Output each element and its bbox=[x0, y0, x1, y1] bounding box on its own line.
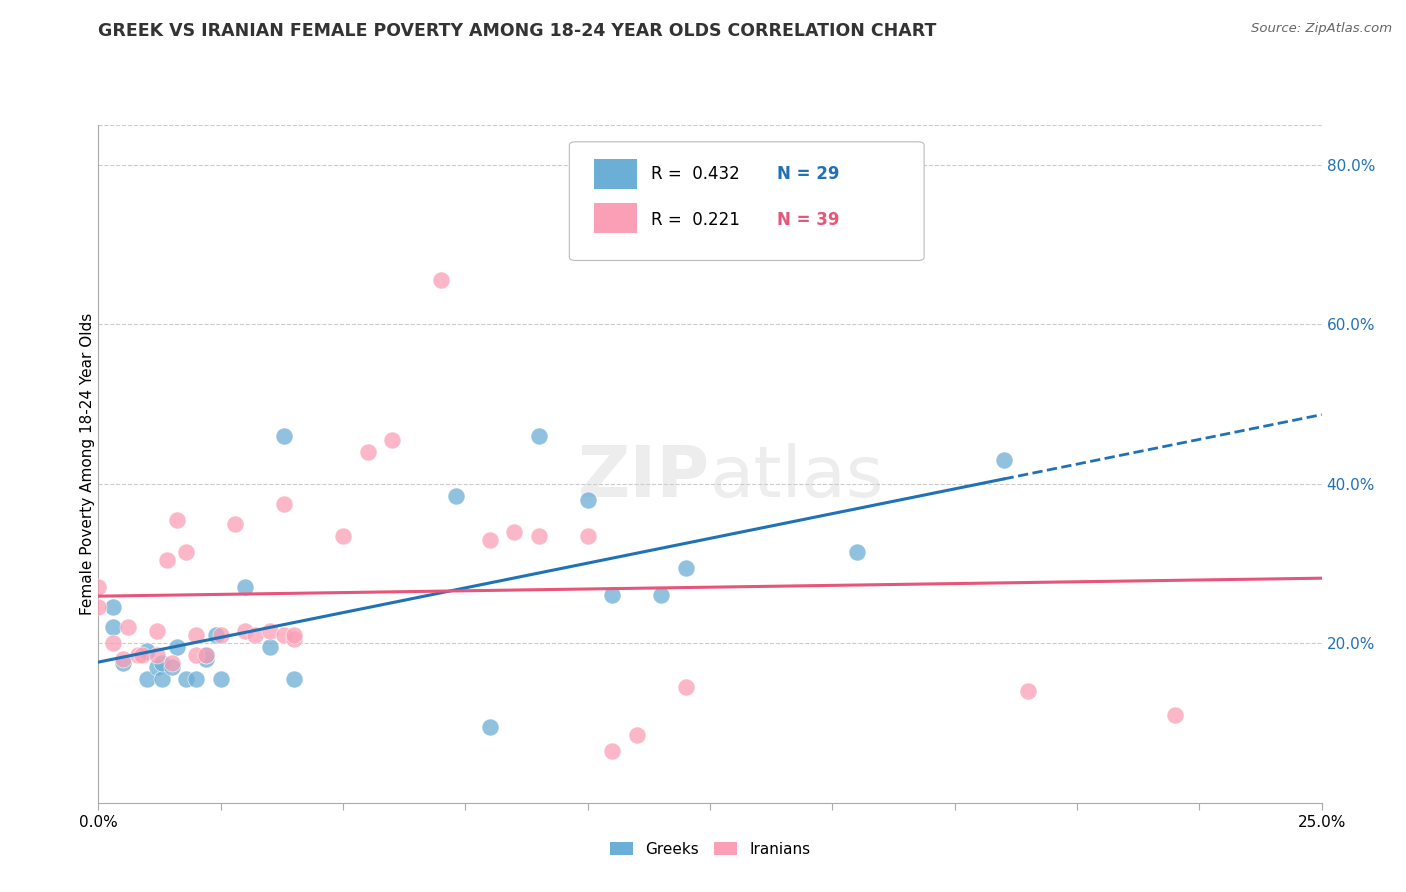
Point bbox=[273, 497, 295, 511]
Point bbox=[186, 672, 208, 686]
Point bbox=[101, 600, 124, 615]
Point bbox=[195, 648, 218, 663]
Point bbox=[243, 628, 266, 642]
Point bbox=[993, 453, 1015, 467]
Point bbox=[131, 648, 153, 663]
Text: R =  0.221: R = 0.221 bbox=[651, 211, 740, 228]
Point bbox=[160, 660, 183, 674]
Point bbox=[111, 652, 134, 666]
Text: N = 39: N = 39 bbox=[778, 211, 839, 228]
Point bbox=[283, 632, 305, 647]
FancyBboxPatch shape bbox=[593, 202, 637, 234]
Text: N = 29: N = 29 bbox=[778, 165, 839, 184]
Point bbox=[166, 513, 188, 527]
Point bbox=[111, 657, 134, 671]
Point bbox=[600, 744, 623, 758]
Point bbox=[576, 492, 599, 507]
Point bbox=[675, 560, 697, 574]
Point bbox=[626, 728, 648, 742]
Point bbox=[259, 640, 281, 655]
Point bbox=[259, 624, 281, 639]
Point bbox=[136, 644, 159, 658]
Point bbox=[146, 660, 169, 674]
Point bbox=[101, 636, 124, 650]
Point bbox=[205, 628, 228, 642]
Text: R =  0.432: R = 0.432 bbox=[651, 165, 740, 184]
Point bbox=[150, 657, 173, 671]
FancyBboxPatch shape bbox=[593, 159, 637, 189]
Point bbox=[527, 429, 550, 443]
Point bbox=[1017, 684, 1039, 698]
Point bbox=[176, 672, 198, 686]
Point bbox=[233, 624, 256, 639]
Point bbox=[146, 624, 169, 639]
Point bbox=[127, 648, 149, 663]
Point bbox=[478, 533, 501, 547]
Point bbox=[160, 657, 183, 671]
Point bbox=[87, 600, 110, 615]
Point bbox=[209, 628, 232, 642]
Point bbox=[381, 433, 404, 447]
Point bbox=[478, 720, 501, 734]
Point bbox=[503, 524, 526, 539]
Point bbox=[101, 620, 124, 634]
Point bbox=[845, 544, 868, 558]
Point bbox=[527, 528, 550, 542]
Point bbox=[166, 640, 188, 655]
Point bbox=[283, 672, 305, 686]
Y-axis label: Female Poverty Among 18-24 Year Olds: Female Poverty Among 18-24 Year Olds bbox=[80, 313, 94, 615]
Point bbox=[1164, 708, 1187, 723]
Point bbox=[444, 489, 467, 503]
Point bbox=[283, 628, 305, 642]
Text: GREEK VS IRANIAN FEMALE POVERTY AMONG 18-24 YEAR OLDS CORRELATION CHART: GREEK VS IRANIAN FEMALE POVERTY AMONG 18… bbox=[98, 22, 936, 40]
Point bbox=[273, 628, 295, 642]
Point bbox=[150, 672, 173, 686]
Text: ZIP: ZIP bbox=[578, 443, 710, 512]
FancyBboxPatch shape bbox=[569, 142, 924, 260]
Point bbox=[87, 581, 110, 595]
Point bbox=[209, 672, 232, 686]
Point bbox=[332, 528, 354, 542]
Point bbox=[356, 445, 378, 459]
Point bbox=[233, 581, 256, 595]
Text: Source: ZipAtlas.com: Source: ZipAtlas.com bbox=[1251, 22, 1392, 36]
Point bbox=[600, 589, 623, 603]
Text: atlas: atlas bbox=[710, 443, 884, 512]
Point bbox=[675, 680, 697, 694]
Point bbox=[176, 544, 198, 558]
Point bbox=[146, 648, 169, 663]
Point bbox=[156, 552, 179, 566]
Point bbox=[186, 628, 208, 642]
Point bbox=[273, 429, 295, 443]
Point bbox=[136, 672, 159, 686]
Point bbox=[186, 648, 208, 663]
Point bbox=[430, 273, 453, 287]
Point bbox=[195, 652, 218, 666]
Legend: Greeks, Iranians: Greeks, Iranians bbox=[603, 836, 817, 863]
Point bbox=[195, 648, 218, 663]
Point bbox=[117, 620, 139, 634]
Point bbox=[576, 528, 599, 542]
Point bbox=[723, 242, 745, 256]
Point bbox=[650, 589, 672, 603]
Point bbox=[224, 516, 246, 531]
